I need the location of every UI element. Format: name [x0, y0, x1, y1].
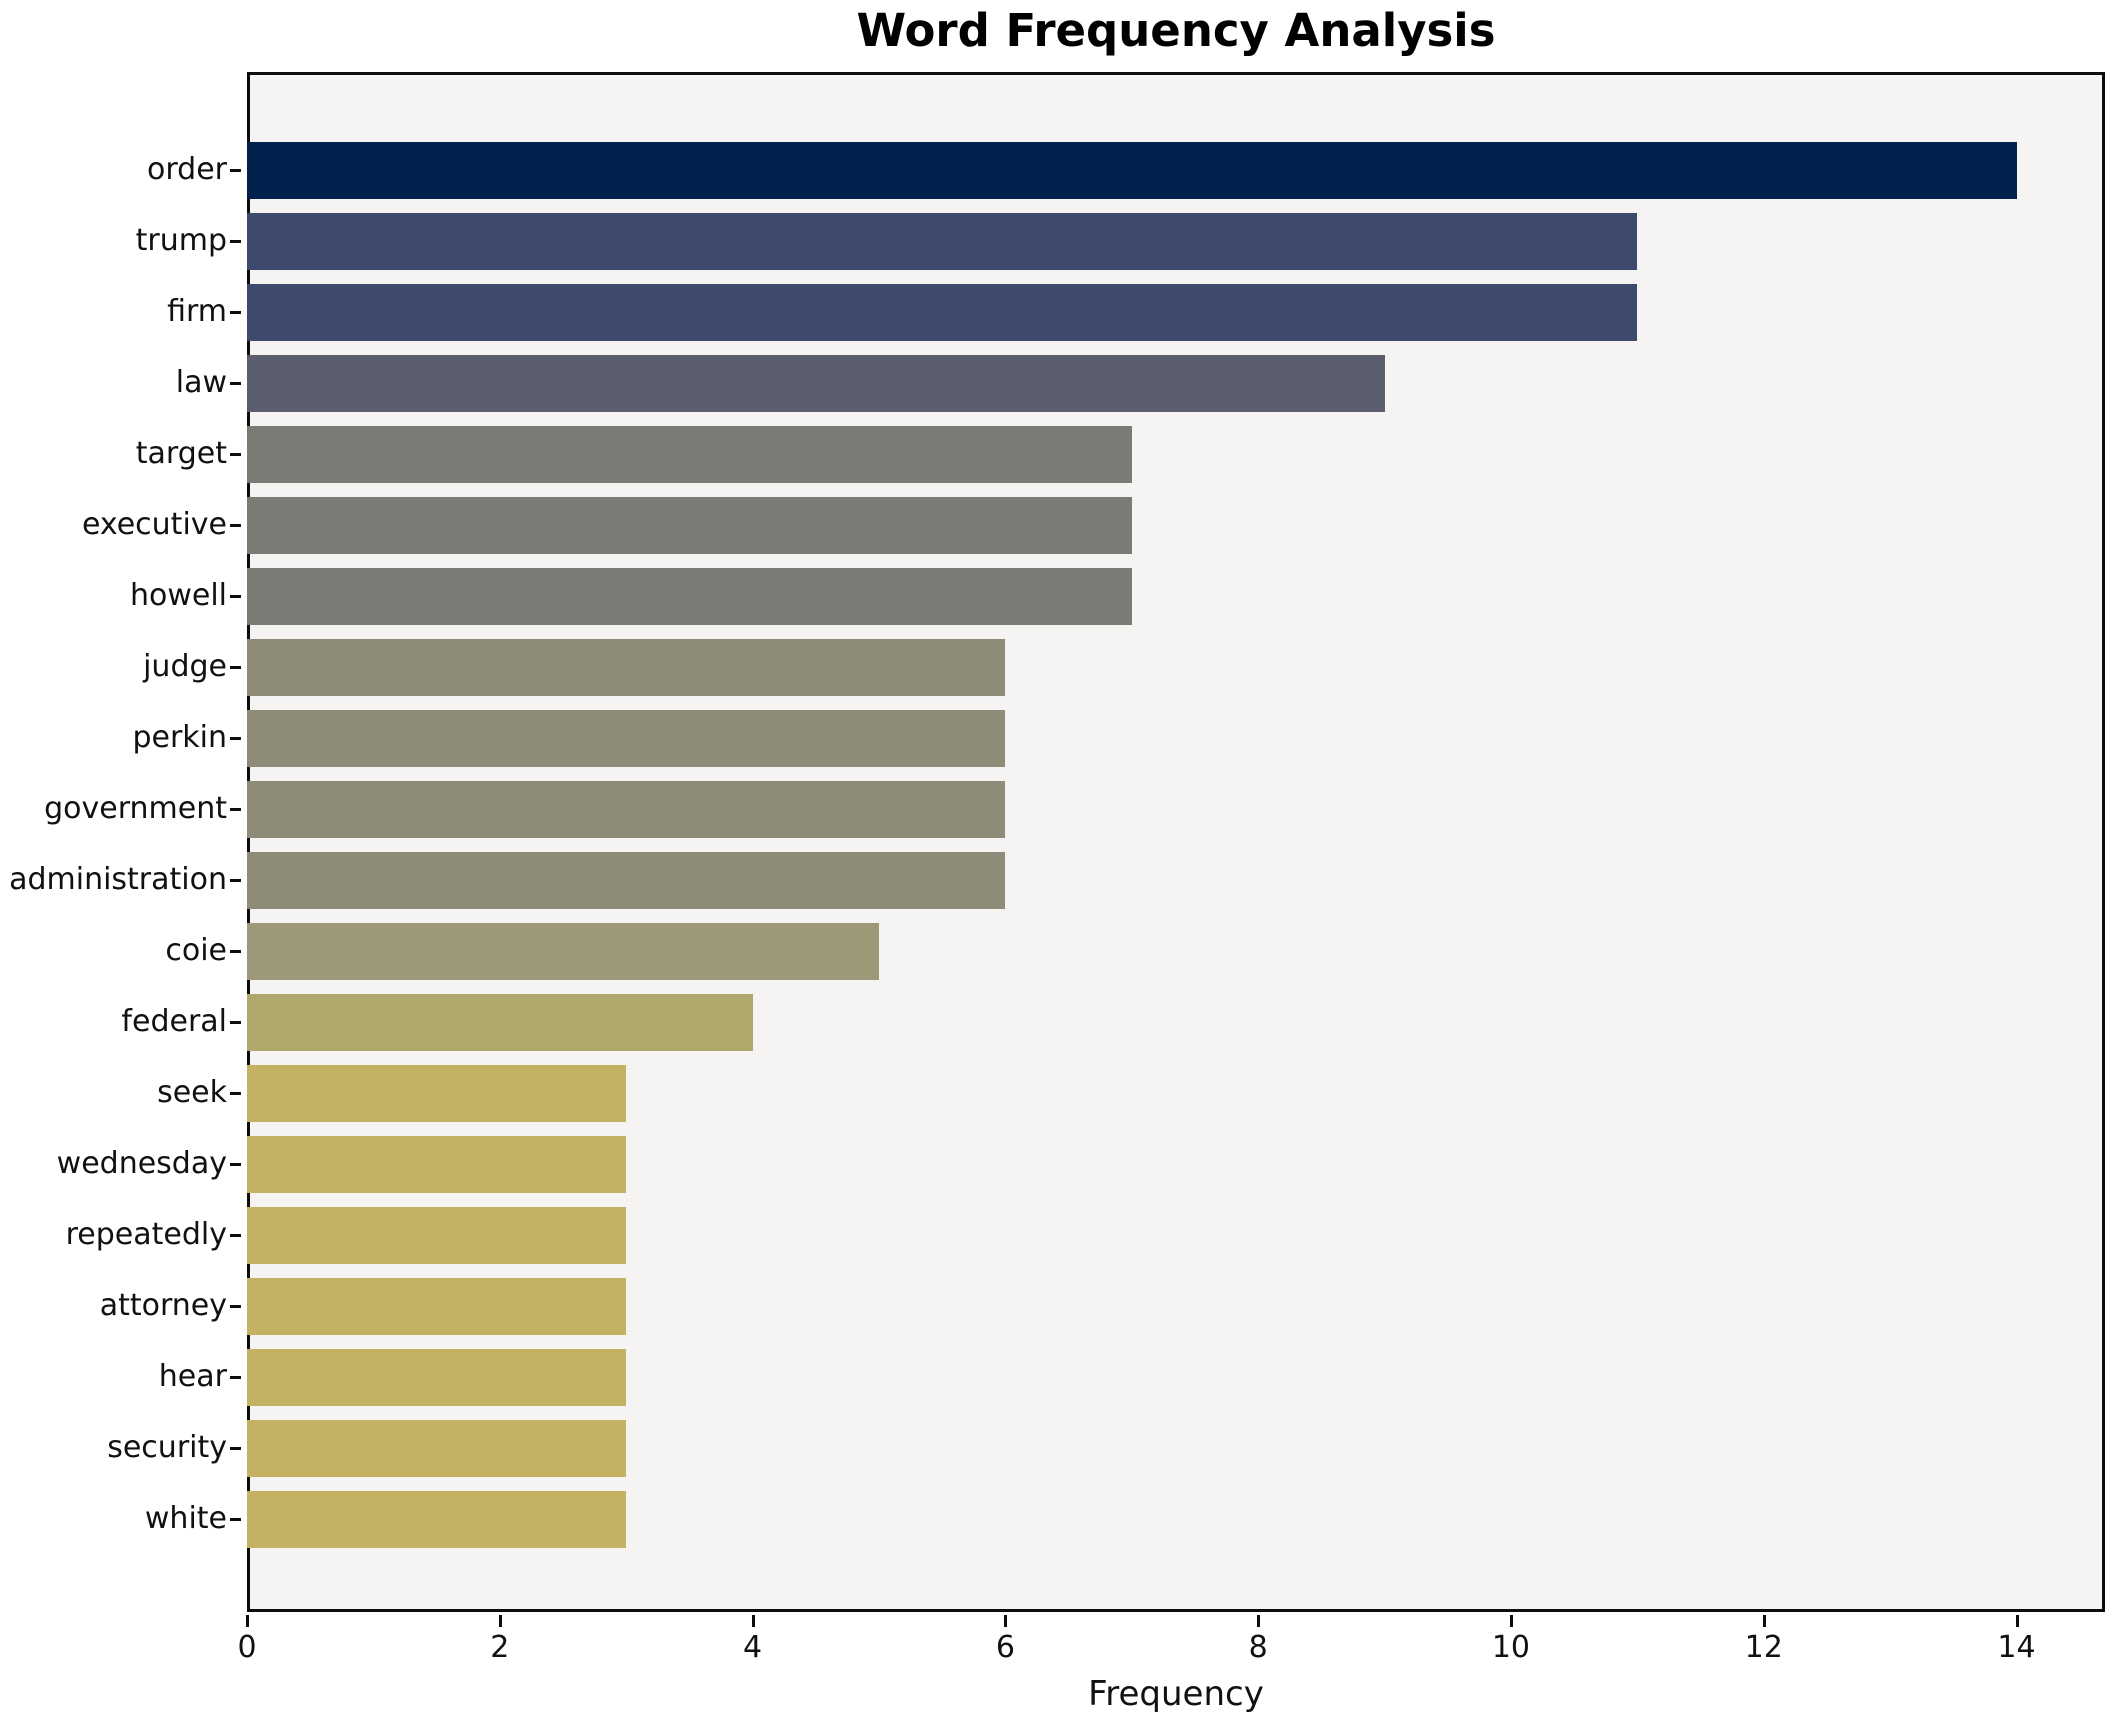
x-tick-mark: [246, 1615, 249, 1627]
y-tick-mark: [230, 1021, 241, 1024]
bar-coie: [247, 922, 879, 980]
x-tick-label-2: 2: [490, 1630, 510, 1665]
y-tick-label-firm: firm: [167, 294, 227, 329]
y-tick-label-coie: coie: [165, 933, 227, 968]
chart-title: Word Frequency Analysis: [856, 4, 1496, 57]
y-tick-mark: [230, 1376, 241, 1379]
x-tick-label-6: 6: [995, 1630, 1015, 1665]
x-axis-ticks: [246, 72, 2105, 1627]
x-tick-label-0: 0: [237, 1630, 257, 1665]
y-tick-label-hear: hear: [158, 1359, 227, 1394]
x-tick-label-8: 8: [1248, 1630, 1268, 1665]
bar-judge: [247, 638, 1006, 696]
y-tick-label-government: government: [44, 791, 227, 826]
y-tick-label-executive: executive: [81, 507, 227, 542]
bar-law: [247, 354, 1385, 412]
y-tick-mark: [230, 1518, 241, 1521]
y-tick-mark: [230, 1234, 241, 1237]
y-tick-label-repeatedly: repeatedly: [65, 1217, 227, 1252]
y-tick-mark: [230, 595, 241, 598]
y-tick-label-trump: trump: [135, 223, 227, 258]
y-tick-mark: [230, 808, 241, 811]
y-tick-label-wednesday: wednesday: [56, 1146, 227, 1181]
y-tick-mark: [230, 311, 241, 314]
y-tick-mark: [230, 1305, 241, 1308]
y-tick-mark: [230, 1092, 241, 1095]
bar-target: [247, 425, 1132, 483]
plot-area: [230, 72, 2105, 1627]
y-tick-mark: [230, 879, 241, 882]
bar-executive: [247, 496, 1132, 554]
bar-perkin: [247, 709, 1006, 767]
y-tick-label-judge: judge: [143, 649, 227, 684]
bar-howell: [247, 567, 1132, 625]
y-tick-label-attorney: attorney: [99, 1288, 227, 1323]
bar-order: [247, 141, 2017, 199]
x-tick-label-10: 10: [1491, 1630, 1531, 1665]
x-tick-label-12: 12: [1744, 1630, 1783, 1665]
bar-white: [247, 1490, 627, 1548]
bar-seek: [247, 1064, 627, 1122]
y-tick-mark: [230, 169, 241, 172]
x-tick-label-14: 14: [1997, 1630, 2036, 1665]
x-tick-mark: [1509, 1615, 1513, 1627]
bar-hear: [247, 1348, 627, 1406]
x-tick-mark: [1762, 1615, 1766, 1627]
y-tick-label-howell: howell: [129, 578, 227, 613]
bar-repeatedly: [247, 1206, 627, 1264]
y-tick-mark: [230, 453, 241, 456]
y-tick-label-security: security: [107, 1430, 227, 1465]
x-tick-mark: [1257, 1615, 1261, 1627]
y-tick-mark: [230, 240, 241, 243]
y-tick-label-perkin: perkin: [132, 720, 227, 755]
y-tick-label-federal: federal: [121, 1004, 227, 1039]
x-tick-mark: [2015, 1615, 2019, 1627]
y-tick-mark: [230, 1447, 241, 1450]
y-tick-mark: [230, 524, 241, 527]
x-tick-mark: [498, 1615, 502, 1627]
y-tick-mark: [230, 1163, 241, 1166]
y-tick-label-order: order: [147, 152, 227, 187]
bar-trump: [247, 212, 1638, 270]
bar-firm: [247, 283, 1638, 341]
bar-federal: [247, 993, 753, 1051]
y-axis-ticks: [230, 72, 2105, 1612]
bar-attorney: [247, 1277, 627, 1335]
bar-security: [247, 1419, 627, 1477]
bar-administration: [247, 851, 1006, 909]
bar-wednesday: [247, 1135, 627, 1193]
y-tick-label-administration: administration: [9, 862, 227, 897]
y-tick-label-seek: seek: [157, 1075, 227, 1110]
x-tick-label-4: 4: [743, 1630, 763, 1665]
y-tick-label-white: white: [144, 1501, 227, 1536]
y-tick-mark: [230, 382, 241, 385]
x-tick-mark: [1004, 1615, 1008, 1627]
y-tick-mark: [230, 950, 241, 953]
x-tick-mark: [751, 1615, 755, 1627]
bar-government: [247, 780, 1006, 838]
y-tick-mark: [230, 737, 241, 740]
bars-layer: [247, 72, 2105, 1612]
y-tick-mark: [230, 666, 241, 669]
y-tick-label-target: target: [135, 436, 227, 471]
y-tick-label-law: law: [175, 365, 227, 400]
x-axis-title: Frequency: [1088, 1674, 1264, 1714]
